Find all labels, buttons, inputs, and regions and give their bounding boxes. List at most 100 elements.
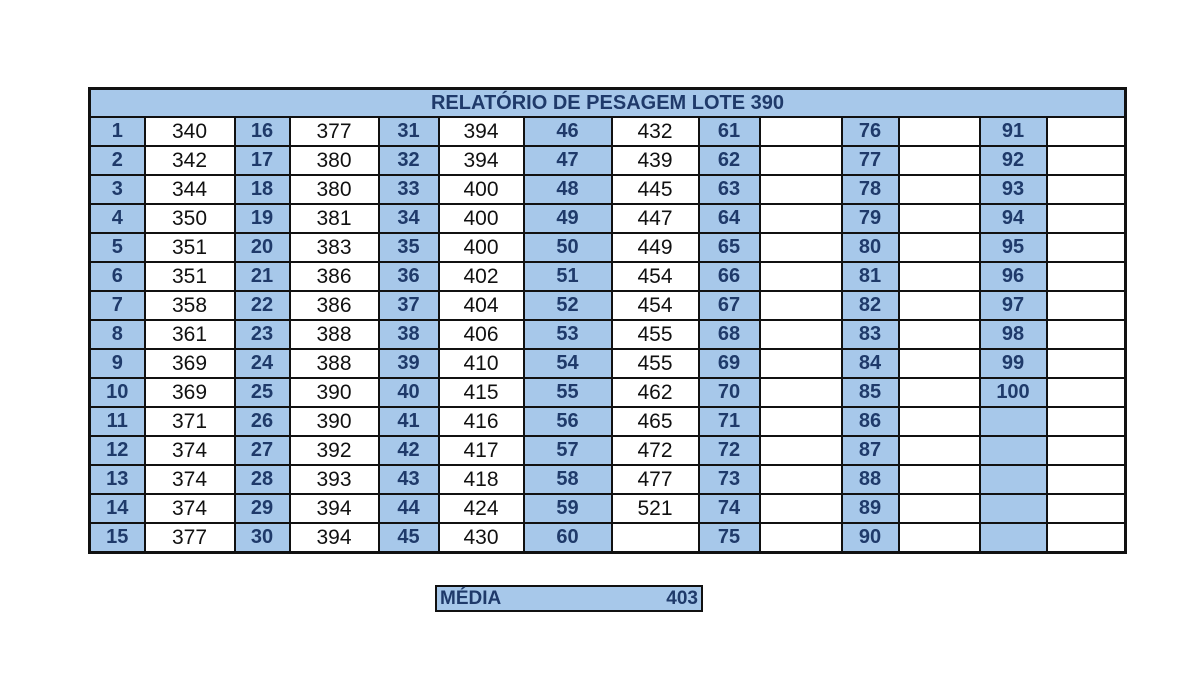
- title-row: RELATÓRIO DE PESAGEM LOTE 390: [88, 87, 1127, 118]
- animal-number: 57: [522, 435, 613, 466]
- weight-value: 390: [288, 406, 380, 437]
- weight-value: [897, 319, 981, 350]
- animal-number: 29: [233, 493, 291, 524]
- weight-value: [1045, 464, 1127, 495]
- animal-number: 9: [88, 348, 146, 379]
- weight-value: 393: [288, 464, 380, 495]
- animal-number: 19: [233, 203, 291, 234]
- report-title: RELATÓRIO DE PESAGEM LOTE 390: [88, 87, 1127, 118]
- weight-value: 430: [437, 522, 525, 554]
- animal-number: 68: [697, 319, 761, 350]
- animal-number: 75: [697, 522, 761, 554]
- weight-value: 369: [143, 377, 236, 408]
- animal-number: 46: [522, 116, 613, 147]
- table-row: 1 340 16 377 31 394 46 432 61 76 91: [88, 116, 1127, 147]
- weight-value: 377: [288, 116, 380, 147]
- weight-value: [758, 348, 843, 379]
- weight-value: [897, 145, 981, 176]
- animal-number: [978, 406, 1048, 437]
- weight-value: [1045, 348, 1127, 379]
- animal-number: 15: [88, 522, 146, 554]
- weight-value: [758, 435, 843, 466]
- animal-number: 92: [978, 145, 1048, 176]
- weight-value: [897, 406, 981, 437]
- weight-value: 380: [288, 145, 380, 176]
- animal-number: 93: [978, 174, 1048, 205]
- animal-number: 30: [233, 522, 291, 554]
- weight-value: 424: [437, 493, 525, 524]
- weight-value: 455: [610, 348, 700, 379]
- weight-value: 342: [143, 145, 236, 176]
- weight-value: 388: [288, 319, 380, 350]
- weight-value: [1045, 290, 1127, 321]
- weight-value: 377: [143, 522, 236, 554]
- animal-number: 80: [840, 232, 900, 263]
- table-row: 5 351 20 383 35 400 50 449 65 80 95: [88, 232, 1127, 263]
- animal-number: 37: [377, 290, 440, 321]
- weight-value: [897, 377, 981, 408]
- animal-number: 60: [522, 522, 613, 554]
- weight-value: 462: [610, 377, 700, 408]
- animal-number: 47: [522, 145, 613, 176]
- animal-number: 67: [697, 290, 761, 321]
- animal-number: 61: [697, 116, 761, 147]
- animal-number: 6: [88, 261, 146, 292]
- weight-value: 454: [610, 290, 700, 321]
- table-row: 12 374 27 392 42 417 57 472 72 87: [88, 435, 1127, 466]
- weight-value: [897, 116, 981, 147]
- animal-number: 94: [978, 203, 1048, 234]
- weight-value: [897, 522, 981, 554]
- weighing-report-table: RELATÓRIO DE PESAGEM LOTE 390 1 340 16 377 3…: [88, 87, 1127, 554]
- weight-value: 381: [288, 203, 380, 234]
- weight-value: 449: [610, 232, 700, 263]
- animal-number: 42: [377, 435, 440, 466]
- weight-value: 416: [437, 406, 525, 437]
- animal-number: 44: [377, 493, 440, 524]
- animal-number: 86: [840, 406, 900, 437]
- animal-number: 56: [522, 406, 613, 437]
- animal-number: 38: [377, 319, 440, 350]
- animal-number: [978, 435, 1048, 466]
- animal-number: 91: [978, 116, 1048, 147]
- weight-value: [758, 174, 843, 205]
- animal-number: 45: [377, 522, 440, 554]
- animal-number: 10: [88, 377, 146, 408]
- animal-number: 39: [377, 348, 440, 379]
- weight-value: 400: [437, 232, 525, 263]
- animal-number: 35: [377, 232, 440, 263]
- weight-value: 400: [437, 203, 525, 234]
- animal-number: 72: [697, 435, 761, 466]
- weight-value: 392: [288, 435, 380, 466]
- weight-value: [1045, 435, 1127, 466]
- weight-value: 344: [143, 174, 236, 205]
- weight-value: [1045, 203, 1127, 234]
- weight-value: [897, 435, 981, 466]
- animal-number: 49: [522, 203, 613, 234]
- animal-number: 98: [978, 319, 1048, 350]
- animal-number: 27: [233, 435, 291, 466]
- weight-value: [610, 522, 700, 554]
- animal-number: 28: [233, 464, 291, 495]
- animal-number: 77: [840, 145, 900, 176]
- animal-number: 22: [233, 290, 291, 321]
- animal-number: 14: [88, 493, 146, 524]
- table-row: 15 377 30 394 45 430 60 75 90: [88, 522, 1127, 554]
- weight-value: 477: [610, 464, 700, 495]
- animal-number: 79: [840, 203, 900, 234]
- weight-value: 418: [437, 464, 525, 495]
- weight-value: [758, 522, 843, 554]
- weight-value: 404: [437, 290, 525, 321]
- weight-value: [1045, 406, 1127, 437]
- weight-value: 394: [288, 522, 380, 554]
- table-row: 7 358 22 386 37 404 52 454 67 82 97: [88, 290, 1127, 321]
- animal-number: 63: [697, 174, 761, 205]
- weight-value: [897, 261, 981, 292]
- animal-number: 95: [978, 232, 1048, 263]
- animal-number: [978, 464, 1048, 495]
- animal-number: 96: [978, 261, 1048, 292]
- animal-number: 1: [88, 116, 146, 147]
- animal-number: 17: [233, 145, 291, 176]
- weight-value: 394: [437, 116, 525, 147]
- animal-number: 16: [233, 116, 291, 147]
- animal-number: 66: [697, 261, 761, 292]
